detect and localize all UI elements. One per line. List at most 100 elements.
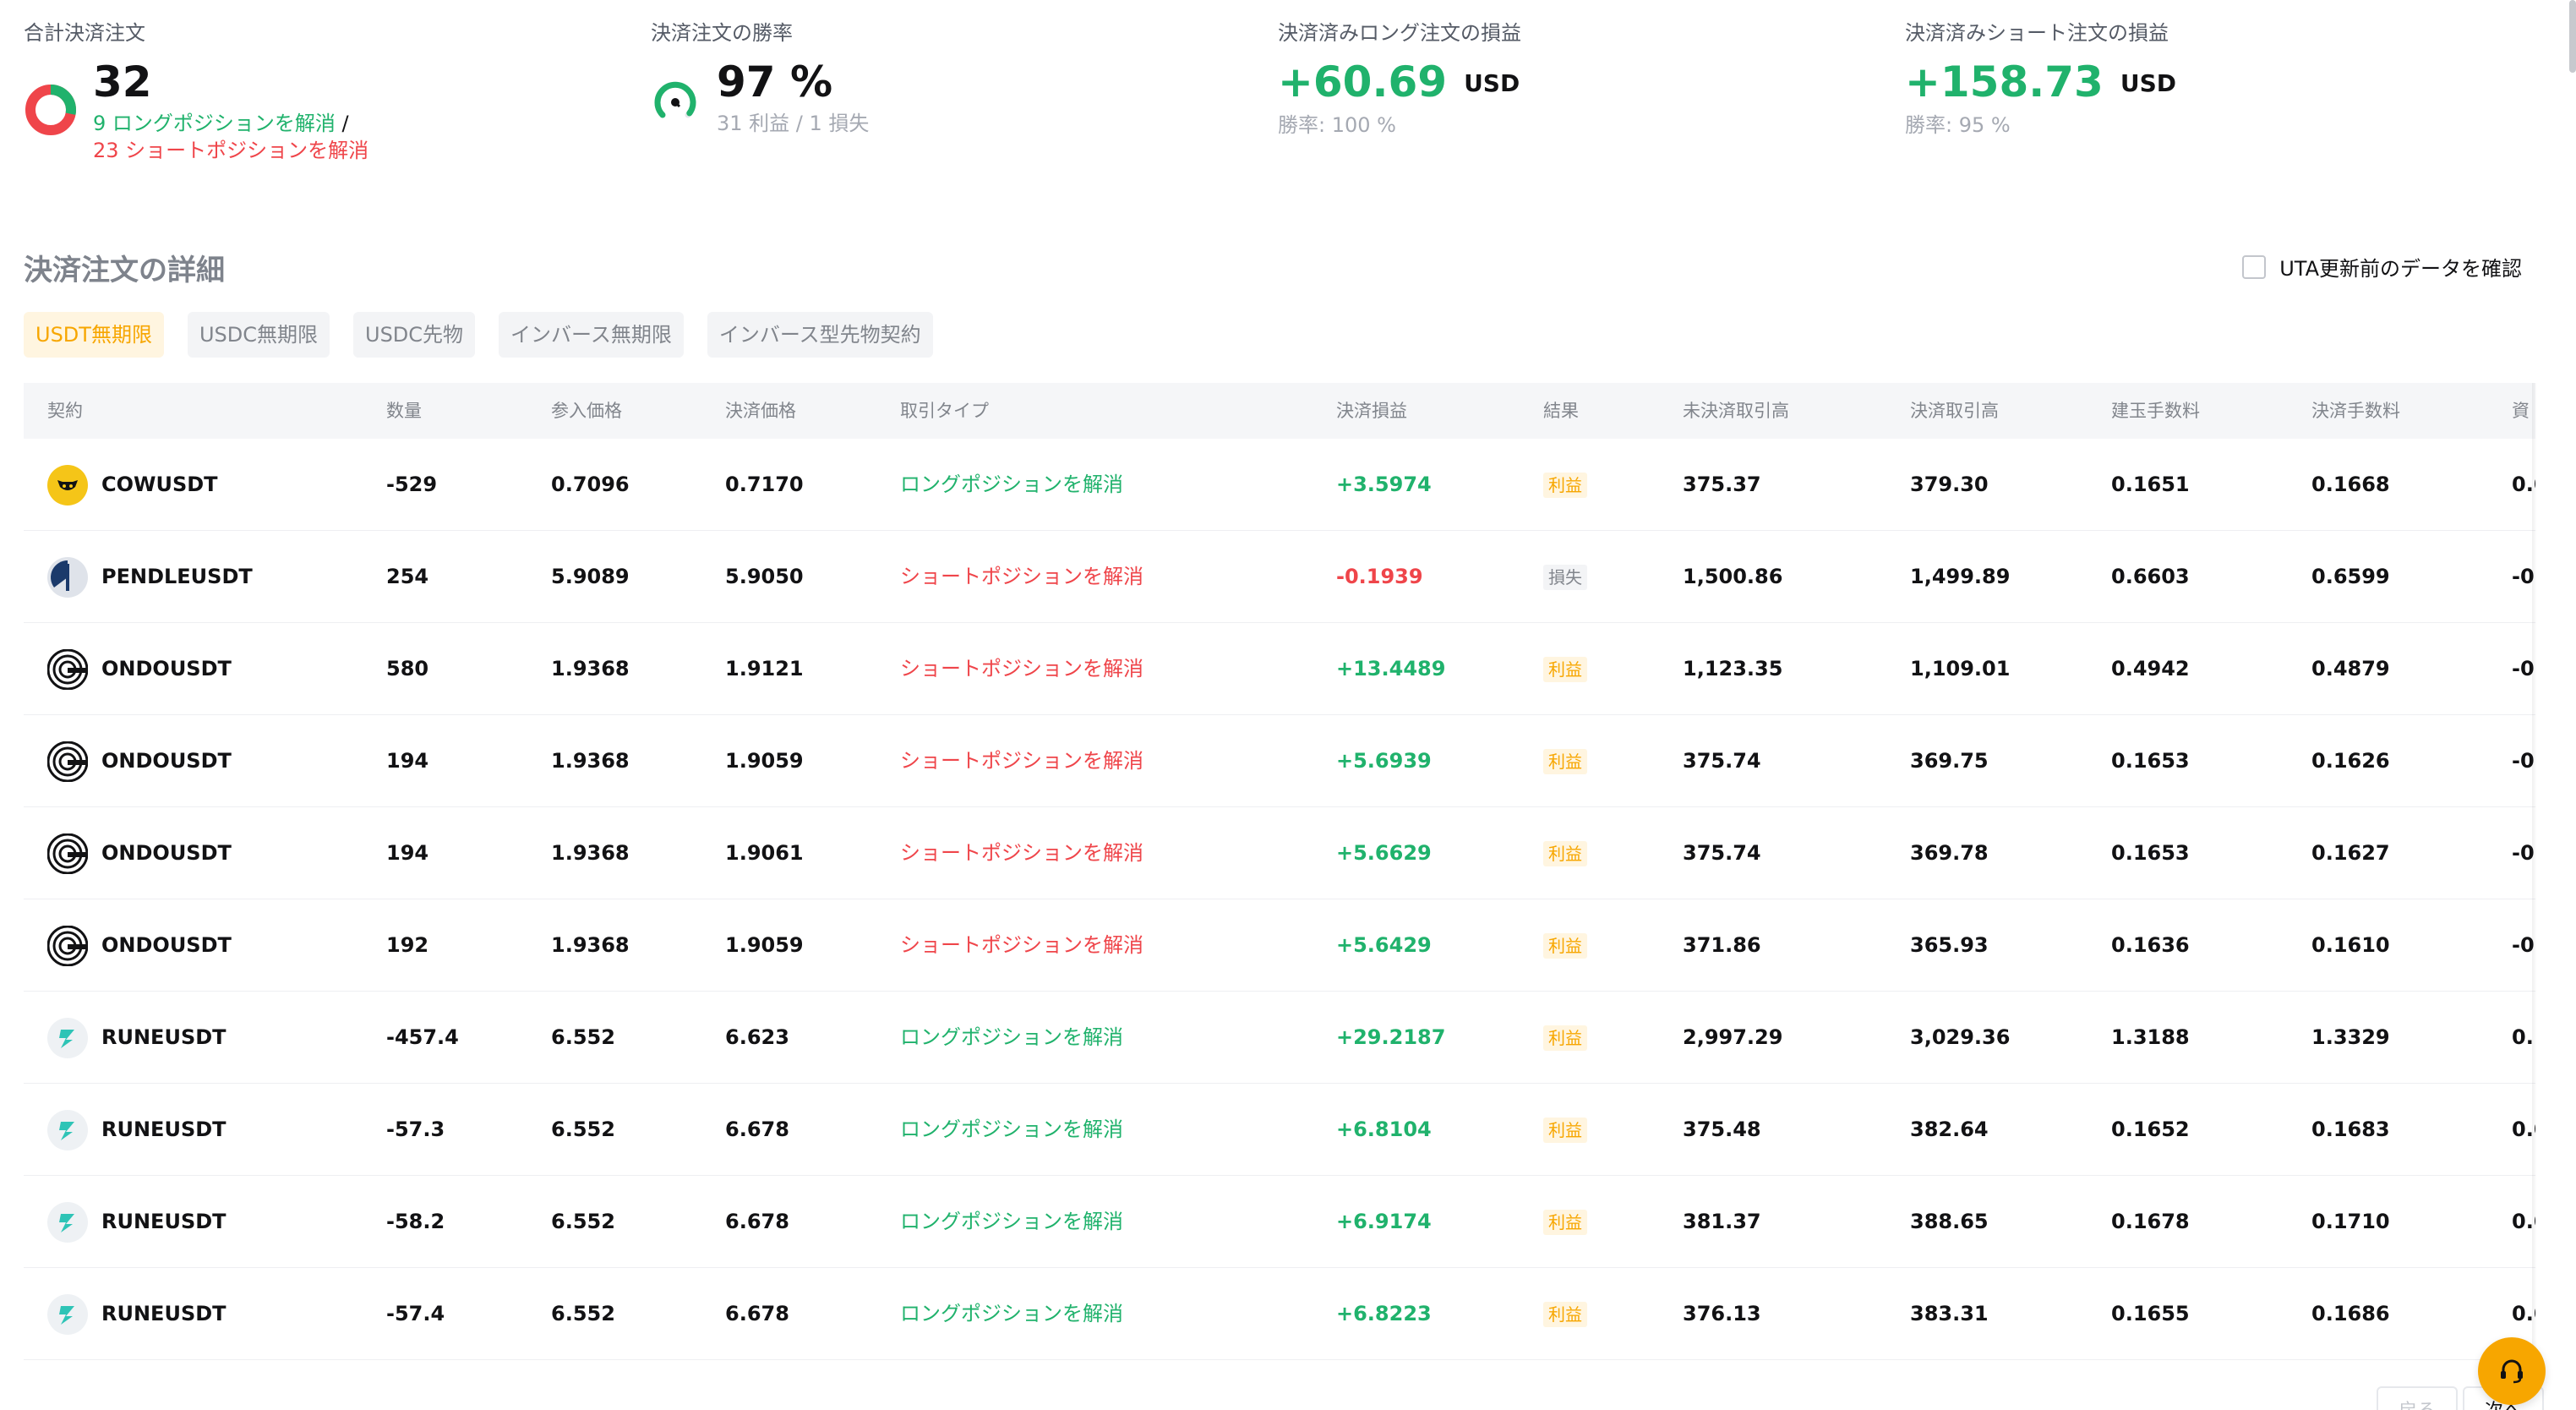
cell-contract[interactable]: ONDOUSDT (101, 657, 232, 680)
ondo-coin-icon (47, 649, 88, 690)
cell-contract[interactable]: RUNEUSDT (101, 1210, 226, 1233)
cell-exit-price: 1.9061 (725, 841, 804, 865)
cell-close-value: 379.30 (1910, 473, 1989, 496)
cell-open-value: 375.74 (1683, 841, 1761, 865)
cell-result: 利益 (1543, 439, 1587, 531)
tab-usdt-perpetual[interactable]: USDT無期限 (24, 312, 164, 358)
cell-closed-pnl: +5.6629 (1336, 841, 1432, 865)
total-orders-value: 32 (93, 57, 152, 107)
cell-close-value: 388.65 (1910, 1210, 1989, 1233)
cell-trade-type: ショートポジションを解消 (900, 841, 1143, 865)
cell-result: 利益 (1543, 899, 1587, 992)
cell-exit-price: 1.9059 (725, 933, 804, 957)
short-closed-count: 23 ショートポジションを解消 (93, 139, 369, 162)
cell-funding: -0 (2512, 749, 2535, 773)
table-row[interactable]: ONDOUSDT 580 1.9368 1.9121 ショートポジションを解消 +13.4… (24, 623, 2535, 715)
table-header: 契約 数量 参入価格 決済価格 取引タイプ 決済損益 結果 未決済取引高 決済取… (24, 383, 2535, 439)
table-row[interactable]: RUNEUSDT -457.4 6.552 6.623 ロングポジションを解消 +29.2… (24, 992, 2535, 1084)
header-closed-pnl: 決済損益 (1336, 401, 1407, 421)
header-trade-type: 取引タイプ (900, 401, 989, 421)
cell-contract[interactable]: RUNEUSDT (101, 1025, 226, 1049)
cell-entry-price: 0.7096 (551, 473, 630, 496)
cell-exit-price: 6.678 (725, 1118, 789, 1141)
cell-close-fee: 0.1683 (2311, 1118, 2390, 1141)
cell-funding: -0 (2512, 657, 2535, 680)
product-tabs: USDT無期限 USDC無期限 USDC先物 インバース無期限 インバース型先物… (24, 312, 957, 358)
cell-qty: -57.3 (386, 1118, 445, 1141)
cell-open-fee: 1.3188 (2111, 1025, 2190, 1049)
cell-closed-pnl: +6.9174 (1336, 1210, 1432, 1233)
cell-contract[interactable]: RUNEUSDT (101, 1302, 226, 1325)
stat-short-pnl: 決済済みショート注文の損益 +158.73 USD 勝率: 95 % (1905, 20, 2176, 139)
headset-icon (2501, 1359, 2523, 1384)
stat-total-orders: 合計決済注文 32 9 ロングポジションを解消 / 23 ショートポジションを解… (24, 20, 368, 164)
tab-inverse-perpetual[interactable]: インバース無期限 (499, 312, 684, 358)
win-rate-gauge-icon (654, 81, 696, 118)
header-qty: 数量 (386, 401, 422, 421)
page-scrollbar[interactable] (2569, 0, 2576, 73)
checkbox-icon[interactable] (2242, 254, 2267, 279)
table-row[interactable]: COWUSDT -529 0.7096 0.7170 ロングポジションを解消 +3.597… (24, 439, 2535, 531)
win-loss-detail: 31 利益 / 1 損失 (717, 112, 870, 135)
cell-contract[interactable]: COWUSDT (101, 473, 218, 496)
stat-label: 決済済みショート注文の損益 (1905, 21, 2169, 45)
table-row[interactable]: ONDOUSDT 194 1.9368 1.9059 ショートポジションを解消 +5.69… (24, 715, 2535, 807)
cell-exit-price: 6.623 (725, 1025, 789, 1049)
cell-qty: 194 (386, 841, 429, 865)
rune-coin-icon (47, 1018, 88, 1058)
cell-contract[interactable]: ONDOUSDT (101, 933, 232, 957)
header-open-fee: 建玉手数料 (2111, 401, 2200, 421)
tab-inverse-futures[interactable]: インバース型先物契約 (707, 312, 933, 358)
tab-usdc-futures[interactable]: USDC先物 (353, 312, 476, 358)
table-row[interactable]: ONDOUSDT 192 1.9368 1.9059 ショートポジションを解消 +5.64… (24, 899, 2535, 992)
result-badge: 利益 (1543, 1210, 1587, 1235)
result-badge: 利益 (1543, 1025, 1587, 1051)
cell-result: 利益 (1543, 992, 1587, 1084)
table-scroll-shadow (2532, 383, 2537, 1364)
result-badge: 利益 (1543, 1302, 1587, 1327)
cell-open-fee: 0.1678 (2111, 1210, 2190, 1233)
cell-open-fee: 0.1653 (2111, 749, 2190, 773)
long-closed-count: 9 ロングポジションを解消 (93, 112, 336, 135)
cell-trade-type: ショートポジションを解消 (900, 565, 1143, 588)
cell-result: 損失 (1543, 531, 1587, 623)
table-row[interactable]: RUNEUSDT -58.2 6.552 6.678 ロングポジションを解消 +6.917… (24, 1176, 2535, 1268)
tab-usdc-perpetual[interactable]: USDC無期限 (187, 312, 330, 358)
cell-close-fee: 0.1627 (2311, 841, 2390, 865)
table-row[interactable]: RUNEUSDT -57.4 6.552 6.678 ロングポジションを解消 +6.822… (24, 1268, 2535, 1360)
cell-trade-type: ロングポジションを解消 (900, 1210, 1123, 1233)
cell-open-value: 1,500.86 (1683, 565, 1783, 588)
cell-contract[interactable]: ONDOUSDT (101, 749, 232, 773)
cell-closed-pnl: +5.6429 (1336, 933, 1432, 957)
cell-open-value: 375.37 (1683, 473, 1761, 496)
cell-contract[interactable]: ONDOUSDT (101, 841, 232, 865)
cell-funding: 0.0 (2512, 1302, 2535, 1325)
table-row[interactable]: PENDLEUSDT 254 5.9089 5.9050 ショートポジションを解消 -0.… (24, 531, 2535, 623)
cell-open-fee: 0.1655 (2111, 1302, 2190, 1325)
cell-contract[interactable]: RUNEUSDT (101, 1118, 226, 1141)
header-close-value: 決済取引高 (1910, 401, 1999, 421)
cell-closed-pnl: +6.8104 (1336, 1118, 1432, 1141)
win-rate-value: 97 % (717, 57, 833, 107)
cell-trade-type: ロングポジションを解消 (900, 1118, 1123, 1141)
uta-legacy-data-checkbox[interactable]: UTA更新前のデータを確認 (2242, 252, 2522, 281)
cell-funding: 0.0 (2512, 1118, 2535, 1141)
cell-exit-price: 1.9059 (725, 749, 804, 773)
table-row[interactable]: ONDOUSDT 194 1.9368 1.9061 ショートポジションを解消 +5.66… (24, 807, 2535, 899)
cell-funding: 0.0 (2512, 1210, 2535, 1233)
section-title: 決済注文の詳細 (24, 254, 225, 287)
cell-trade-type: ロングポジションを解消 (900, 473, 1123, 496)
stat-long-pnl: 決済済みロング注文の損益 +60.69 USD 勝率: 100 % (1278, 20, 1521, 139)
cell-close-value: 369.78 (1910, 841, 1989, 865)
header-exit-price: 決済価格 (725, 401, 796, 421)
cell-contract[interactable]: PENDLEUSDT (101, 565, 253, 588)
header-close-fee: 決済手数料 (2311, 401, 2400, 421)
support-chat-button[interactable] (2478, 1337, 2546, 1405)
table-row[interactable]: RUNEUSDT -57.3 6.552 6.678 ロングポジションを解消 +6.810… (24, 1084, 2535, 1176)
cell-entry-price: 6.552 (551, 1025, 615, 1049)
cell-closed-pnl: -0.1939 (1336, 565, 1423, 588)
prev-page-button[interactable]: 戻る (2377, 1386, 2459, 1410)
cell-closed-pnl: +3.5974 (1336, 473, 1432, 496)
cell-trade-type: ショートポジションを解消 (900, 657, 1143, 680)
cell-open-fee: 0.1652 (2111, 1118, 2190, 1141)
